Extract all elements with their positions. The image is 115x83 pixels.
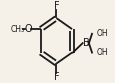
- Text: B: B: [82, 38, 89, 48]
- Text: CH₃: CH₃: [10, 25, 24, 34]
- Text: F: F: [53, 72, 59, 82]
- Text: F: F: [53, 1, 59, 11]
- Text: OH: OH: [95, 48, 107, 57]
- Text: OH: OH: [95, 29, 107, 38]
- Text: O: O: [24, 24, 32, 34]
